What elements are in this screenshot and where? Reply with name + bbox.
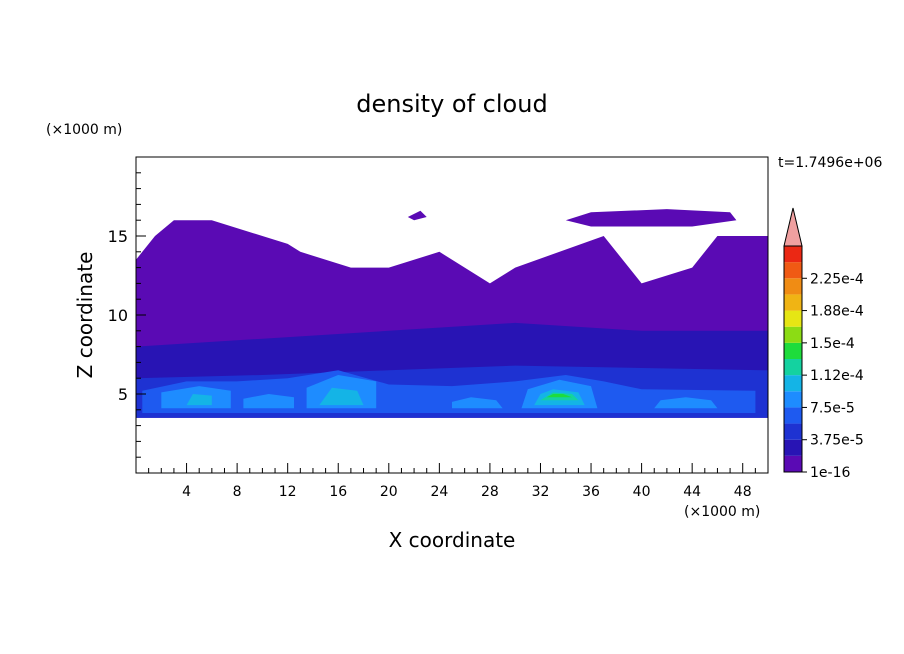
x-tick-label: 40 [633,484,651,500]
contour-region-16 [546,394,573,398]
x-tick-label: 36 [582,484,600,500]
y-axis: 5 10 15 [108,172,146,458]
x-tick-label: 4 [182,484,191,500]
contour-region-12 [186,394,212,406]
x-unit-label: (×1000 m) [684,504,760,520]
colorbar-label: 1.88e-4 [810,304,864,320]
colorbar-band [784,262,802,279]
x-tick-label: 24 [430,484,448,500]
contour-region-9 [452,397,503,409]
contour-region-1 [565,209,737,227]
colorbar-band [784,375,802,392]
y-axis-label: Z coordinate [73,252,97,379]
colorbar-label: 2.25e-4 [810,271,864,287]
x-tick-label: 8 [233,484,242,500]
colorbar-frame [783,245,803,473]
y-tick-label: 10 [108,306,128,325]
contour-region-5 [142,370,756,413]
contour-region-2 [407,210,427,221]
colorbar-band [784,359,802,376]
colorbar-band [784,439,802,456]
colorbar-extend-triangle [783,207,803,247]
colorbar-label: 1e-16 [810,465,850,481]
colorbar-label: 7.5e-5 [810,400,855,416]
x-tick-label: 48 [734,484,752,500]
y-unit-label: (×1000 m) [46,122,122,138]
colorbar-band [784,326,802,343]
colorbar-label: 1.5e-4 [810,336,855,352]
x-tick-label: 16 [329,484,347,500]
x-tick-label: 32 [532,484,550,500]
colorbar-band [784,455,802,472]
plot-area [136,209,768,418]
colorbar-band [784,407,802,424]
contour-region-11 [654,397,718,409]
time-label: t=1.7496e+06 [778,155,882,171]
chart-title: density of cloud [356,90,547,118]
contour-region-13 [319,387,364,406]
colorbar-label: 1.12e-4 [810,368,864,384]
colorbar-band [784,391,802,408]
colorbar-band [784,342,802,359]
colorbar-band [784,246,802,263]
x-tick-label: 44 [683,484,701,500]
x-tick-label: 12 [279,484,297,500]
contour-region-7 [243,394,294,409]
y-tick-label: 5 [118,385,128,404]
y-tick-label: 15 [108,227,128,246]
colorbar-band [784,423,802,440]
x-tick-label: 28 [481,484,499,500]
x-axis: 4 8 12 16 20 24 28 32 36 40 44 48 [148,463,756,500]
colorbar-band [784,294,802,311]
colorbar-band [784,278,802,295]
colorbar-band [784,310,802,327]
x-tick-label: 20 [380,484,398,500]
colorbar: 1e-16 3.75e-5 7.5e-5 1.12e-4 1.5e-4 1.88e-4 2.… [783,207,864,481]
colorbar-label: 3.75e-5 [810,433,864,449]
x-axis-label: X coordinate [389,528,516,552]
